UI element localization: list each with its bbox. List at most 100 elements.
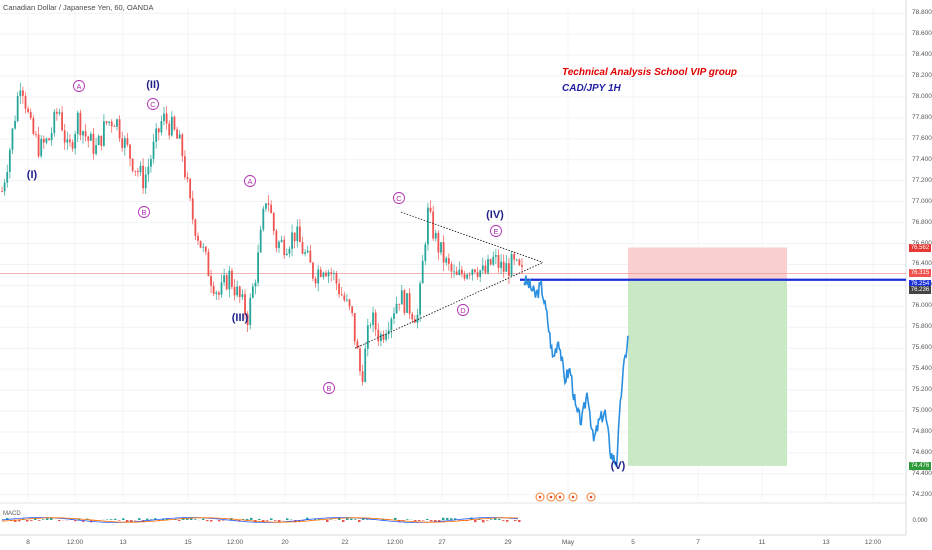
candle-body	[32, 118, 35, 134]
candle-body	[199, 240, 202, 248]
macd-histogram-bar	[414, 520, 417, 522]
macd-histogram-bar	[514, 520, 517, 522]
candle-body	[450, 263, 453, 272]
candle-body	[440, 242, 442, 253]
macd-histogram-bar	[406, 519, 409, 520]
macd-histogram-bar	[42, 519, 45, 520]
candle-body	[445, 258, 448, 263]
candle-body	[460, 269, 463, 275]
candle-body	[309, 250, 312, 263]
candle-body	[147, 166, 150, 175]
y-tick-label: 78.800	[912, 9, 932, 17]
candle-body	[471, 269, 474, 275]
candle-body	[254, 282, 257, 287]
candle-body	[163, 113, 165, 122]
sub-wave-circle	[73, 80, 85, 92]
candle-body	[479, 270, 482, 277]
macd-histogram-bar	[454, 518, 457, 520]
candle-body	[210, 276, 212, 286]
macd-pane	[1, 517, 521, 523]
macd-histogram-bar	[26, 520, 29, 522]
macd-histogram-bar	[346, 518, 349, 520]
candle-body	[521, 265, 523, 267]
candle-body	[500, 261, 502, 268]
macd-histogram-bar	[110, 519, 113, 520]
candle-body	[458, 269, 461, 275]
candle-body	[283, 239, 286, 256]
event-marker-dot	[571, 495, 575, 499]
macd-histogram-bar	[302, 520, 305, 521]
macd-histogram-bar	[518, 520, 521, 523]
candle-body	[144, 174, 147, 189]
candle-body	[191, 198, 194, 220]
stop-loss-zone	[628, 247, 787, 280]
candle-body	[359, 348, 361, 372]
candle-body	[24, 95, 27, 109]
candle-body	[194, 219, 197, 236]
x-tick-label: 12:00	[226, 539, 244, 546]
candle-body	[369, 324, 372, 326]
macd-histogram-bar	[434, 520, 437, 523]
candle-body	[385, 334, 388, 340]
candle-body	[390, 318, 393, 331]
macd-histogram-bar	[130, 520, 133, 523]
macd-histogram-bar	[278, 520, 281, 523]
candle-body	[330, 272, 333, 275]
y-tick-label: 77.000	[912, 197, 932, 205]
candle-body	[298, 226, 301, 243]
candle-body	[338, 283, 340, 295]
candle-body	[40, 138, 43, 157]
candle-body	[87, 136, 90, 141]
candle-body	[272, 213, 275, 231]
macd-histogram-bar	[222, 520, 225, 521]
wave-label: (IV)	[486, 209, 504, 221]
event-marker-dot	[538, 495, 542, 499]
macd-histogram-bar	[250, 517, 253, 520]
candle-body	[400, 290, 403, 305]
y-tick-label: 75.400	[912, 365, 932, 373]
signal-line	[1, 517, 519, 523]
candle-body	[223, 275, 226, 283]
candle-body	[212, 285, 215, 294]
macd-histogram-bar	[502, 520, 505, 521]
x-tick-label: 12:00	[864, 539, 882, 546]
candle-body	[364, 348, 367, 382]
candle-body	[508, 263, 510, 276]
candle-body	[55, 111, 58, 114]
candle-body	[170, 116, 173, 136]
candle-body	[225, 275, 228, 290]
candle-body	[207, 251, 210, 277]
candle-body	[97, 135, 100, 146]
sub-wave-circle	[323, 382, 335, 394]
event-marker-dot	[549, 495, 553, 499]
macd-histogram-bar	[418, 520, 421, 522]
candle-body	[178, 134, 181, 139]
macd-histogram-bar	[354, 519, 357, 520]
candle-body	[259, 229, 262, 253]
candle-body	[434, 232, 437, 239]
y-tick-label: 74.400	[912, 469, 932, 477]
candle-body	[398, 303, 401, 305]
candle-body	[76, 112, 79, 135]
candle-body	[82, 131, 84, 136]
price-tag: 76.236	[909, 285, 931, 294]
triangle-upper	[400, 211, 544, 263]
x-tick-label: 13	[822, 539, 830, 546]
sub-wave-label: B	[141, 208, 146, 217]
candle-body	[293, 232, 296, 242]
macd-histogram-bar	[182, 518, 185, 520]
macd-histogram-bar	[6, 517, 9, 520]
x-tick-label: 8	[26, 539, 30, 546]
macd-histogram-bar	[186, 518, 189, 520]
macd-histogram-bar	[178, 520, 181, 521]
macd-histogram-bar	[286, 518, 289, 520]
candle-body	[395, 303, 398, 314]
candle-body	[285, 253, 288, 256]
candle-body	[61, 112, 64, 131]
candle-body	[35, 133, 37, 135]
candle-body	[50, 132, 53, 141]
macd-histogram-bar	[202, 518, 205, 520]
position-zones[interactable]	[0, 247, 906, 466]
candle-body	[304, 252, 307, 254]
